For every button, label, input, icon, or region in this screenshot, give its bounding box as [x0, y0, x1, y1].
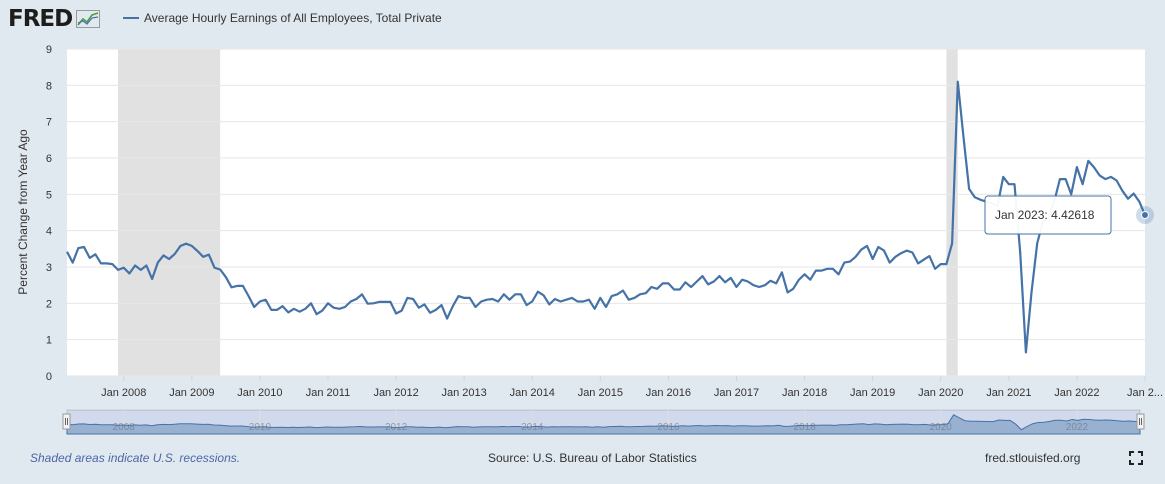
y-tick-label: 4 [46, 226, 52, 238]
tooltip-value: 4.42618 [1051, 208, 1095, 222]
legend-swatch [123, 17, 139, 19]
tooltip-label: Jan 2023: [995, 208, 1048, 222]
x-tick-label: Jan 2019 [850, 387, 895, 399]
y-tick-label: 9 [46, 44, 52, 56]
y-axis-title: Percent Change from Year Ago [16, 129, 30, 295]
navigator-handle-right[interactable] [1136, 413, 1145, 430]
navigator-label: 2022 [1066, 422, 1089, 433]
plot-background [67, 49, 1145, 376]
y-tick-label: 1 [46, 335, 52, 347]
navigator-label: 2014 [521, 422, 544, 433]
x-tick-label: Jan 2008 [101, 387, 146, 399]
tooltip: Jan 2023: 4.42618 [984, 195, 1112, 235]
recession-band [118, 49, 221, 376]
recession-note: Shaded areas indicate U.S. recessions. [30, 451, 241, 465]
x-tick-label: Jan 2012 [373, 387, 418, 399]
chart-legend: Average Hourly Earnings of All Employees… [123, 10, 442, 26]
y-tick-label: 5 [46, 189, 52, 201]
x-tick-label: Jan 2022 [1054, 387, 1099, 399]
grid-lines [67, 48, 1145, 377]
range-navigator[interactable]: 2008 2010 2012 2014 2016 2018 2020 2022 [62, 409, 1145, 435]
x-tick-label: Jan 2015 [578, 387, 623, 399]
legend-label: Average Hourly Earnings of All Employees… [144, 11, 442, 25]
fred-logo[interactable]: FRED [8, 6, 101, 32]
navigator-selection[interactable] [67, 410, 1140, 434]
tooltip-text: Jan 2023: 4.42618 [995, 208, 1095, 222]
navigator-label: 2008 [113, 422, 136, 433]
x-tick-label: Jan 2011 [306, 387, 350, 399]
chart-header: FRED Average Hourly Earnings of All Empl… [0, 0, 1165, 38]
y-tick-label: 3 [46, 262, 52, 274]
y-axis-ticks: 0 1 2 3 4 5 6 7 8 9 [46, 44, 52, 383]
x-axis-ticks: Jan 2008 Jan 2009 Jan 2010 Jan 2011 Jan 2012… [101, 376, 1163, 399]
x-tick-label: Jan 2014 [510, 387, 555, 399]
graph-icon [76, 10, 101, 28]
y-tick-label: 7 [46, 117, 52, 129]
navigator-label: 2010 [249, 422, 272, 433]
navigator-label: 2018 [793, 422, 816, 433]
series-line[interactable] [66, 80, 1147, 354]
y-tick-label: 8 [46, 80, 52, 92]
logo-text: FRED [8, 6, 73, 32]
site-link[interactable]: fred.stlouisfed.org [985, 451, 1081, 465]
source-text: Source: U.S. Bureau of Labor Statistics [488, 451, 697, 465]
navigator-handle-left[interactable] [62, 413, 71, 430]
hover-marker[interactable] [1141, 211, 1149, 220]
navigator-label: 2016 [657, 422, 680, 433]
x-tick-label: Jan 2017 [714, 387, 759, 399]
x-tick-label: Jan 2021 [986, 387, 1031, 399]
y-tick-label: 0 [46, 371, 52, 383]
fullscreen-icon[interactable] [1128, 450, 1144, 466]
y-tick-label: 2 [46, 298, 52, 310]
x-tick-label: Jan 2020 [918, 387, 963, 399]
x-tick-label: Jan 2... [1127, 387, 1163, 399]
navigator-series [66, 414, 1141, 435]
navigator-track [66, 409, 1141, 435]
x-tick-label: Jan 2013 [442, 387, 487, 399]
x-tick-label: Jan 2009 [169, 387, 214, 399]
x-tick-label: Jan 2016 [646, 387, 691, 399]
x-tick-label: Jan 2010 [237, 387, 282, 399]
y-tick-label: 6 [46, 153, 52, 165]
navigator-label: 2020 [930, 422, 953, 433]
x-tick-label: Jan 2018 [782, 387, 827, 399]
